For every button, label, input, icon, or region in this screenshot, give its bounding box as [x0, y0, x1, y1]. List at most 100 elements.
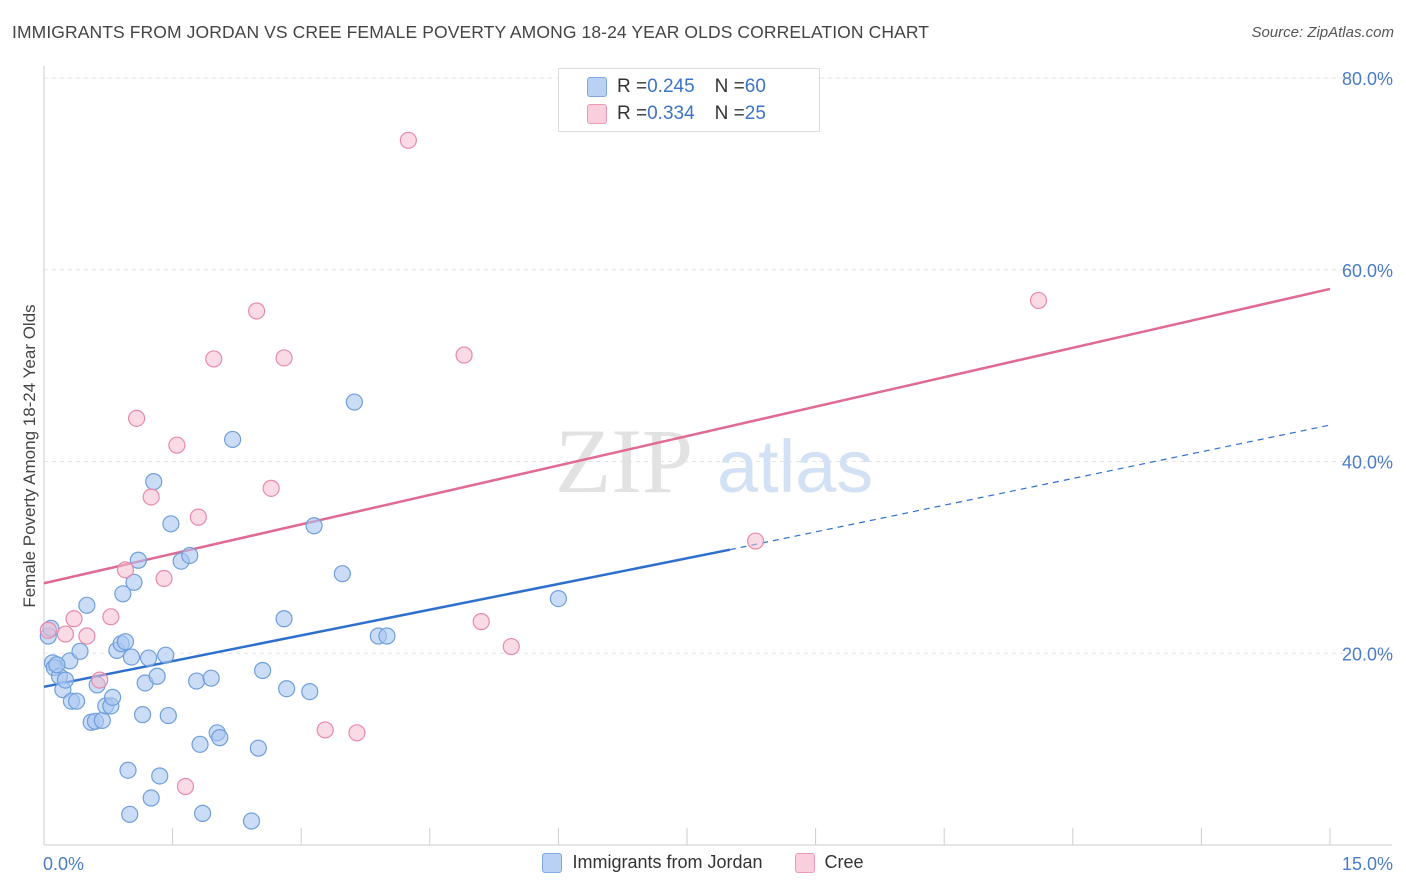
jordan-point [103, 688, 122, 706]
jordan-point [121, 805, 139, 823]
jordan-trend-line [43, 548, 731, 689]
jordan-point [93, 711, 111, 729]
jordan-point [191, 735, 209, 753]
jordan-point [56, 671, 75, 689]
jordan-point [148, 667, 166, 685]
legend-swatch-cree [587, 104, 607, 124]
y-tick-label: 40.0% [1342, 453, 1393, 473]
jordan-point [67, 692, 86, 710]
cree-point [399, 131, 417, 149]
jordan-point [188, 672, 206, 690]
y-tick-labels: 20.0% 40.0% 60.0% 80.0% [1342, 69, 1393, 664]
x-tick-label-min: 0.0% [43, 854, 84, 874]
series-legend-jordan[interactable]: Immigrants from Jordan [542, 852, 763, 873]
legend-r-value: 0.245 [647, 76, 695, 97]
series-legend-label-cree: Cree [824, 852, 864, 872]
cree-trend-line [43, 287, 1331, 585]
jordan-point [159, 706, 177, 725]
series-cree-points [39, 131, 1048, 796]
jordan-trend-extension [729, 424, 1331, 551]
cree-point [176, 777, 195, 796]
jordan-point [202, 669, 220, 687]
jordan-point [378, 627, 396, 645]
jordan-point [275, 610, 293, 628]
cree-point [262, 479, 280, 497]
cree-point [746, 532, 765, 550]
watermark-atlas: atlas [717, 425, 873, 508]
y-tick-label: 20.0% [1342, 644, 1393, 664]
jordan-point [139, 649, 158, 667]
x-tick-label-max: 15.0% [1342, 854, 1393, 874]
source-label: Source: ZipAtlas.com [1251, 24, 1394, 41]
cree-point [502, 637, 520, 656]
legend-n-value: 25 [744, 103, 766, 124]
legend-n-value: 60 [744, 76, 766, 97]
watermark: ZIP atlas [555, 410, 873, 512]
jordan-point [78, 596, 96, 614]
series-legend-cree[interactable]: Cree [794, 852, 864, 873]
series-jordan-points [39, 393, 568, 830]
series-legend-swatch-jordan [542, 852, 563, 873]
cree-point [455, 346, 473, 364]
cree-point [168, 436, 186, 454]
legend-r-label: R = [617, 103, 648, 124]
cree-point [56, 625, 75, 643]
jordan-point [48, 656, 66, 674]
cree-point [116, 561, 135, 579]
legend-n-label: N = [714, 76, 745, 97]
jordan-point [129, 551, 147, 569]
jordan-point [142, 789, 160, 807]
cree-point [248, 302, 266, 320]
legend-n-label: N = [714, 103, 745, 124]
cree-point [316, 721, 334, 739]
series-legend-label-jordan: Immigrants from Jordan [572, 852, 763, 872]
cree-point [91, 671, 109, 689]
chart-title: IMMIGRANTS FROM JORDAN VS CREE FEMALE PO… [12, 22, 930, 42]
jordan-point [157, 646, 175, 664]
jordan-point [133, 706, 152, 724]
jordan-point [71, 642, 89, 660]
jordan-point [211, 729, 229, 747]
jordan-point [254, 661, 272, 680]
legend: R = 0.245 N = 60 R = 0.334 N = 25 [558, 68, 820, 132]
jordan-point [242, 812, 261, 830]
jordan-point [278, 680, 296, 698]
cree-point [102, 608, 120, 626]
jordan-point [114, 585, 132, 603]
cree-point [189, 508, 207, 526]
series-legend: Immigrants from Jordan Cree [0, 852, 1406, 873]
jordan-point [333, 565, 351, 583]
jordan-point [301, 682, 319, 701]
jordan-point [345, 393, 363, 411]
jordan-point [249, 739, 267, 757]
jordan-point [224, 430, 242, 449]
cree-point [78, 627, 96, 645]
cree-point [348, 724, 366, 742]
cree-point [65, 610, 83, 628]
y-axis-label: Female Poverty Among 18-24 Year Olds [20, 304, 39, 607]
jordan-point [116, 633, 135, 651]
cree-point [1029, 291, 1048, 310]
axes [43, 66, 1392, 846]
jordan-point [151, 767, 169, 785]
y-tick-label: 80.0% [1342, 69, 1393, 89]
cree-point [39, 621, 57, 639]
cree-point [472, 613, 490, 631]
legend-r-value: 0.334 [647, 103, 695, 124]
trend-lines [43, 287, 1331, 689]
jordan-point [194, 804, 212, 822]
jordan-point [119, 761, 137, 779]
jordan-point [162, 515, 180, 533]
jordan-point [125, 573, 143, 591]
x-tick-labels: 0.0% 15.0% [43, 854, 1393, 874]
cree-point [275, 349, 293, 367]
series-legend-swatch-cree [794, 852, 815, 873]
cree-point [155, 569, 173, 588]
legend-r-label: R = [617, 76, 648, 97]
cree-point [205, 350, 223, 368]
jordan-point [145, 473, 163, 491]
cree-point [142, 488, 160, 506]
jordan-point [549, 590, 568, 608]
cree-point [127, 409, 146, 427]
